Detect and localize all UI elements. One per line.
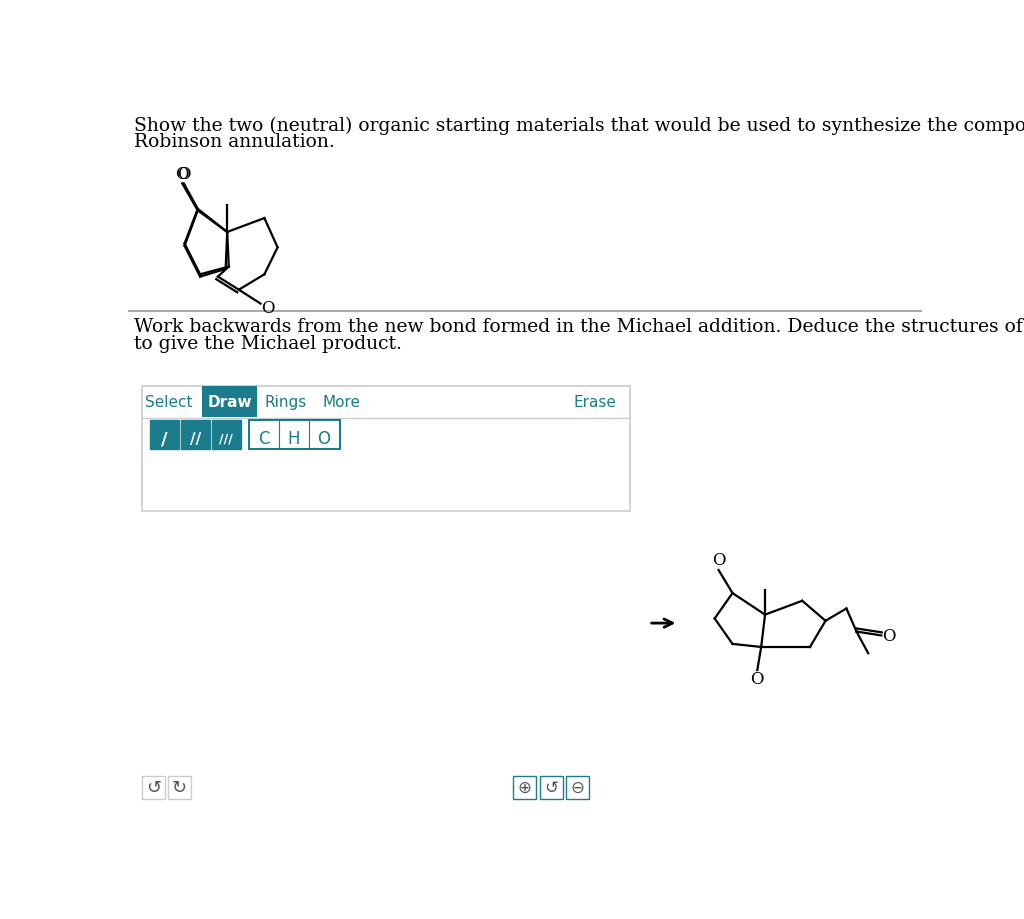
Text: Erase: Erase xyxy=(573,395,616,411)
Text: ⊕: ⊕ xyxy=(518,779,531,797)
Bar xyxy=(142,777,165,800)
Text: ↺: ↺ xyxy=(146,779,161,797)
Text: Rings: Rings xyxy=(264,395,306,411)
Text: More: More xyxy=(323,395,360,411)
Text: O: O xyxy=(712,552,725,569)
Text: O: O xyxy=(751,671,764,687)
Text: C: C xyxy=(258,430,269,448)
Bar xyxy=(142,386,630,511)
Text: /: / xyxy=(161,430,168,448)
Text: Select: Select xyxy=(145,395,193,411)
Text: Work backwards from the new bond formed in the Michael addition. Deduce the stru: Work backwards from the new bond formed … xyxy=(134,318,1024,336)
Text: O: O xyxy=(317,430,330,448)
Text: O: O xyxy=(883,629,896,645)
Bar xyxy=(180,420,210,449)
Text: to give the Michael product.: to give the Michael product. xyxy=(134,335,402,353)
Text: H: H xyxy=(288,430,300,448)
Bar xyxy=(540,777,563,800)
Bar xyxy=(203,386,257,416)
Bar xyxy=(150,420,179,449)
Bar xyxy=(566,777,589,800)
Text: O: O xyxy=(261,300,275,317)
Text: ↻: ↻ xyxy=(172,779,186,797)
Text: O: O xyxy=(175,165,188,183)
Text: O: O xyxy=(177,165,190,183)
Text: ⊖: ⊖ xyxy=(570,779,585,797)
Text: Draw: Draw xyxy=(207,395,252,411)
Text: Show the two (neutral) organic starting materials that would be used to synthesi: Show the two (neutral) organic starting … xyxy=(134,117,1024,135)
Bar xyxy=(513,777,537,800)
Text: //: // xyxy=(189,432,201,447)
Text: ///: /// xyxy=(219,433,233,446)
Bar xyxy=(249,420,340,449)
Bar xyxy=(212,420,241,449)
Text: Robinson annulation.: Robinson annulation. xyxy=(134,133,335,152)
Text: ↺: ↺ xyxy=(544,779,558,797)
Bar xyxy=(168,777,190,800)
